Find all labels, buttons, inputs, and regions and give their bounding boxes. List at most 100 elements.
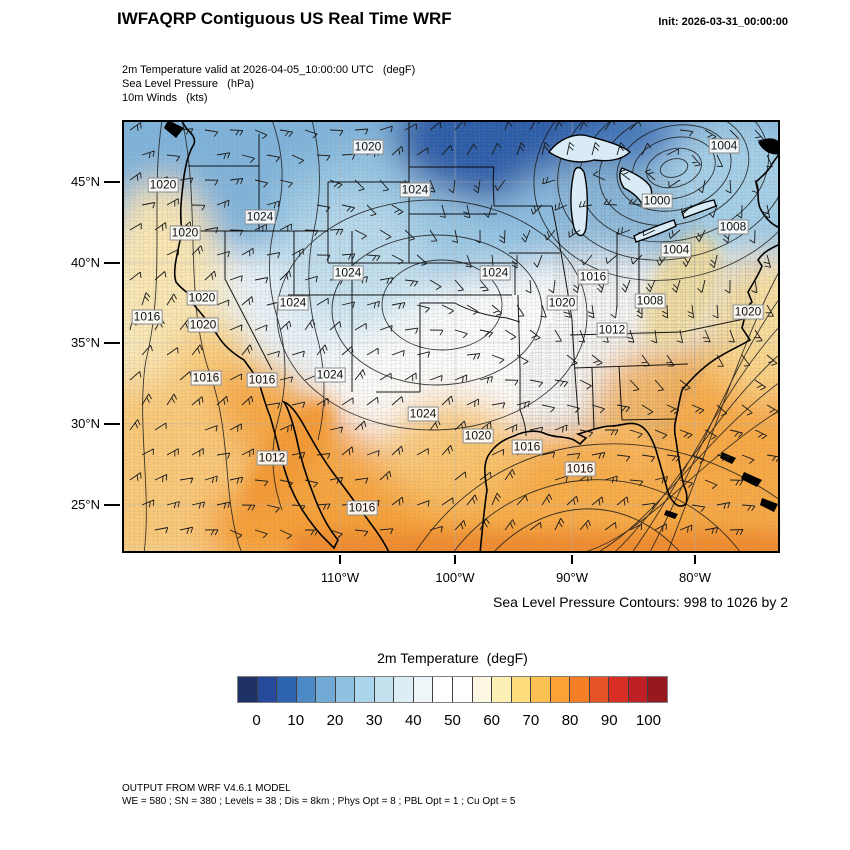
subtitle-line-1: Sea Level Pressure (hPa) [122,78,255,90]
colorbar-tick-label: 50 [444,712,461,729]
lat-tick-label: 35°N [70,335,100,350]
page-title: IWFAQRP Contiguous US Real Time WRF [117,9,452,28]
lon-tick [339,555,341,564]
map-layers [122,120,780,553]
colorbar-cell-10 [433,677,454,702]
lon-tick [571,555,573,564]
lat-tick [104,342,120,344]
colorbar-cell-4 [316,677,336,702]
colorbar-tick-label: 0 [252,712,261,729]
colorbar-tick-label: 10 [287,712,305,729]
lat-tick-label: 25°N [70,497,100,512]
lat-tick [104,181,120,183]
slp-label: 1016 [131,309,163,325]
lat-tick-label: 45°N [70,174,100,189]
colorbar-title: 2m Temperature (degF) [377,650,528,666]
slp-label: 1020 [732,304,764,320]
state-boundaries [180,120,745,437]
colorbar-tick-label: 20 [326,712,344,729]
colorbar-cell-17 [570,677,590,702]
colorbar-cell-20 [628,677,649,702]
slp-label: 1016 [564,461,596,477]
slp-label: 1016 [190,370,222,386]
colorbar-cell-9 [413,677,434,702]
colorbar-cell-19 [609,677,629,702]
colorbar-cell-7 [374,677,395,702]
lon-tick [694,555,696,564]
footer-line-0: OUTPUT FROM WRF V4.6.1 MODEL [122,783,291,794]
field-subtitles: 2m Temperature valid at 2026-04-05_10:00… [122,63,415,105]
slp-label: 1004 [660,242,692,258]
new-england-coastline [755,149,780,229]
colorbar-tick-label: 60 [483,712,501,729]
slp-label: 1020 [352,139,384,155]
colorbar-tick-label: 70 [522,712,540,729]
lon-tick-label: 90°W [556,570,588,585]
model-config-footer: OUTPUT FROM WRF V4.6.1 MODEL WE = 580 ; S… [122,782,515,808]
init-time-label: Init: 2026-03-31_00:00:00 [658,16,788,28]
weather-map: 1020 1004 1020 1024 1024 1008 1020 1000 1004 1024… [122,120,780,553]
colorbar-tick-label: 80 [561,712,579,729]
slp-label: 1016 [577,269,609,285]
slp-label: 1016 [246,372,278,388]
islands [164,120,780,519]
colorbar-cell-12 [472,677,493,702]
slp-label: 1000 [641,193,673,209]
colorbar-cell-0 [238,677,258,702]
colorbar-tick-label: 40 [404,712,422,729]
slp-label: 1024 [479,265,511,281]
colorbar-cell-21 [648,677,668,702]
wind-barbs [129,120,780,540]
colorbar-cell-5 [335,677,356,702]
colorbar-cell-1 [257,677,278,702]
slp-label: 1020 [147,177,179,193]
slp-label: 1020 [187,317,219,333]
slp-label: 1020 [186,290,218,306]
slp-label: 1024 [407,406,439,422]
colorbar-tick-label: 30 [365,712,383,729]
subtitle-line-0: 2m Temperature valid at 2026-04-05_10:00… [122,64,416,76]
colorbar-cell-3 [296,677,317,702]
colorbar-tick-label: 100 [635,712,661,729]
gulf-atlantic-coastline [479,243,780,553]
lat-tick [104,262,120,264]
slp-label: 1024 [277,295,309,311]
slp-label: 1020 [169,225,201,241]
colorbar-tick-label: 90 [600,712,618,729]
lon-tick-label: 100°W [435,570,475,585]
lat-tick [104,504,120,506]
colorbar-cell-16 [550,677,571,702]
lon-tick-label: 110°W [320,570,360,585]
colorbar-cell-11 [453,677,473,702]
lon-tick-label: 80°W [679,570,711,585]
colorbar-cell-15 [531,677,551,702]
slp-label: 1008 [634,293,666,309]
slp-label: 1020 [546,295,578,311]
colorbar-cell-2 [277,677,297,702]
slp-contour-note: Sea Level Pressure Contours: 998 to 1026… [493,594,788,610]
slp-label: 1020 [462,428,494,444]
slp-label: 1004 [708,138,740,154]
slp-label: 1016 [511,439,543,455]
lat-tick-label: 40°N [70,255,100,270]
footer-line-1: WE = 580 ; SN = 380 ; Levels = 38 ; Dis … [122,796,516,807]
lon-tick [454,555,456,564]
slp-label: 1024 [332,265,364,281]
temperature-colorbar [237,676,668,703]
slp-label: 1024 [399,182,431,198]
colorbar-cell-18 [589,677,610,702]
colorbar-cell-14 [511,677,532,702]
slp-label: 1024 [314,367,346,383]
map-border [122,120,780,553]
colorbar-cell-8 [394,677,414,702]
slp-label: 1008 [717,219,749,235]
colorbar-cell-6 [355,677,375,702]
colorbar-cell-13 [492,677,512,702]
slp-label: 1016 [346,500,378,516]
subtitle-line-2: 10m Winds (kts) [122,92,208,104]
slp-label: 1012 [596,322,628,338]
map-canvas [122,120,780,553]
slp-label: 1012 [256,450,288,466]
lat-tick [104,423,120,425]
